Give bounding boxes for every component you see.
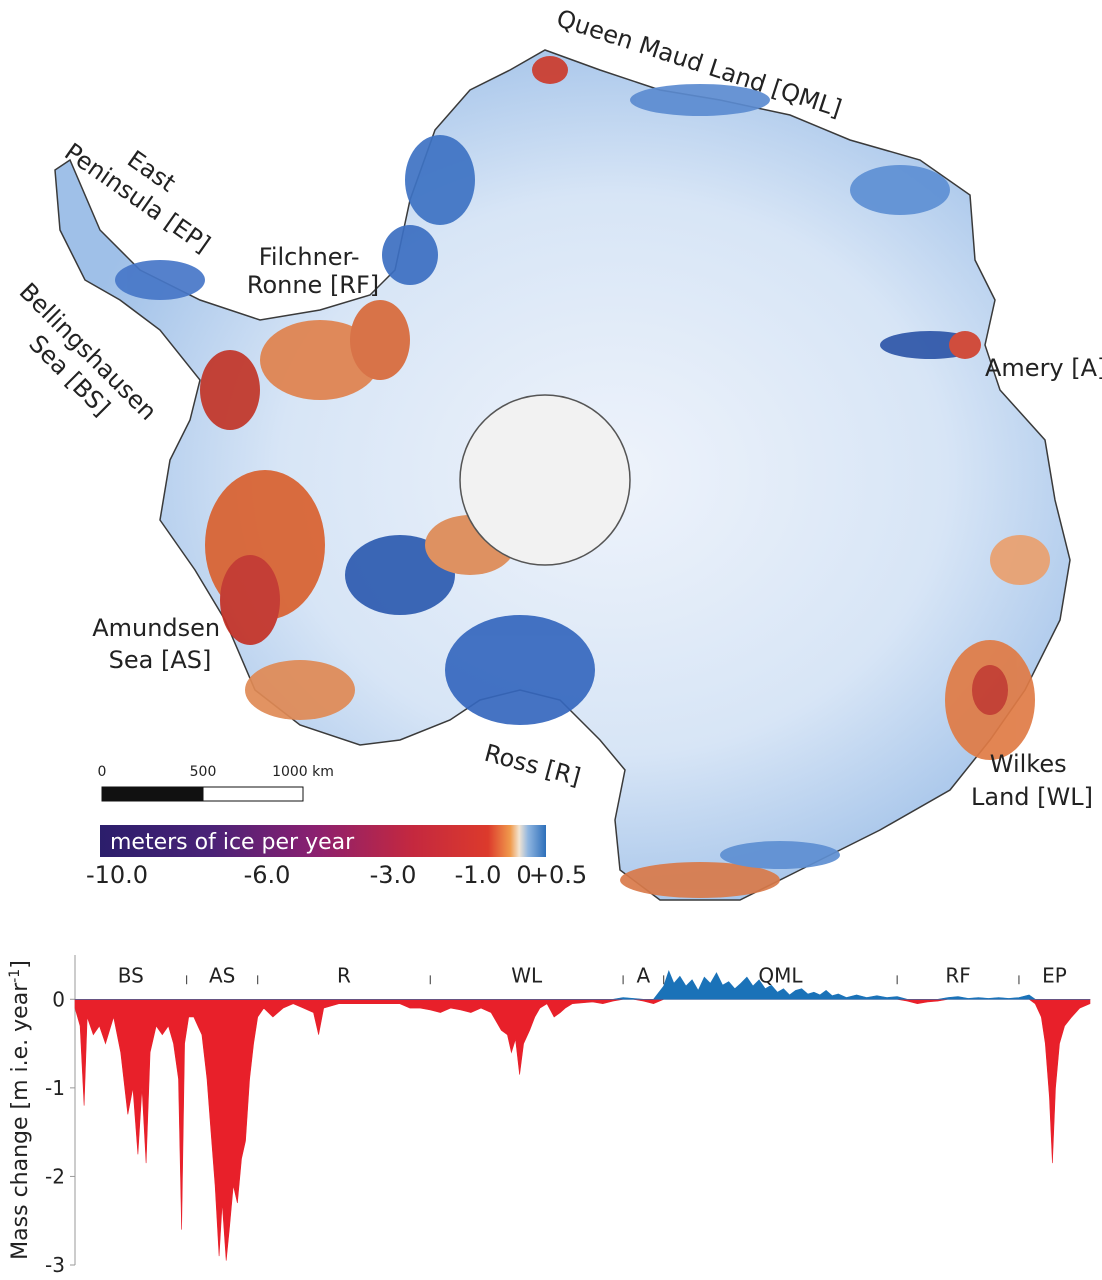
sector-label-a: A	[637, 963, 651, 987]
colorbar-tick-m1: -1.0	[455, 861, 502, 889]
y-tick-label: -3	[45, 1253, 65, 1277]
colorbar-title: meters of ice per year	[110, 830, 355, 855]
y-tick-label: -2	[45, 1164, 65, 1188]
y-axis-label: Mass change [m i.e. year-1]	[7, 960, 33, 1260]
scale-tick-0: 0	[98, 764, 107, 780]
sector-label-qml: QML	[758, 963, 803, 987]
region-label-wl: Wilkes Land [WL]	[971, 750, 1093, 811]
region-label-rf: Filchner- Ronne [RF]	[247, 243, 379, 299]
colorbar-tick-m10: -10.0	[86, 861, 148, 889]
sector-label-bs: BS	[118, 963, 144, 987]
y-tick-label: 0	[52, 987, 65, 1011]
plot-area: 0 -1 -2 -3 BS AS R WL A QML RF EP	[45, 955, 1091, 1277]
map-color-patches	[115, 56, 1050, 898]
y-tick-label: -1	[45, 1076, 65, 1100]
sector-label-ep: EP	[1042, 963, 1067, 987]
sector-label-as: AS	[209, 963, 235, 987]
antarctica-map: Queen Maud Land [QML] East Peninsula [EP…	[14, 4, 1102, 901]
scale-bar: 0 500 1000 km	[98, 764, 334, 802]
scale-tick-500: 500	[190, 764, 217, 780]
region-label-amery: Amery [A]	[985, 354, 1102, 382]
region-label-ross: Ross [R]	[481, 739, 583, 791]
colorbar-gradient	[100, 825, 546, 857]
scale-tick-1000: 1000 km	[272, 764, 334, 780]
colorbar: meters of ice per year -10.0 -6.0 -3.0 -…	[86, 825, 587, 889]
scale-bar-black	[101, 786, 204, 802]
sector-label-wl: WL	[511, 963, 543, 987]
sector-label-r: R	[337, 963, 351, 987]
mass-change-chart: 0 -1 -2 -3 BS AS R WL A QML RF EP Mass change [m i.…	[7, 955, 1091, 1277]
colorbar-tick-m6: -6.0	[244, 861, 291, 889]
mass-gain-area	[74, 970, 1091, 1000]
colorbar-tick-m3: -3.0	[370, 861, 417, 889]
colorbar-tick-0: 0	[516, 861, 531, 889]
scale-bar-white	[202, 786, 304, 802]
mass-loss-area	[74, 998, 1091, 1261]
colorbar-tick-p05: +0.5	[529, 861, 587, 889]
y-axis-label-sup: -1	[7, 969, 23, 983]
sector-label-rf: RF	[945, 963, 970, 987]
pole-hole	[459, 394, 631, 566]
region-label-as: Amundsen Sea [AS]	[92, 614, 228, 674]
